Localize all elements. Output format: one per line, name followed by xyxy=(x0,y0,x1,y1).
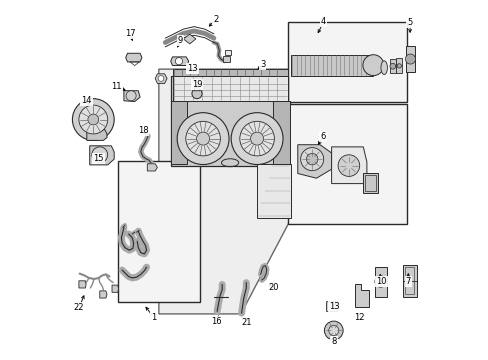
Polygon shape xyxy=(273,101,289,164)
Polygon shape xyxy=(170,57,188,66)
Text: 1: 1 xyxy=(151,313,156,322)
Text: 15: 15 xyxy=(93,154,104,163)
Bar xyxy=(288,22,407,102)
Polygon shape xyxy=(363,173,377,193)
Circle shape xyxy=(328,325,338,336)
Text: 3: 3 xyxy=(259,60,264,69)
Polygon shape xyxy=(170,76,287,166)
Polygon shape xyxy=(170,101,186,164)
Circle shape xyxy=(362,55,383,76)
Circle shape xyxy=(396,64,401,68)
Text: 12: 12 xyxy=(353,313,364,322)
Bar xyxy=(288,104,407,224)
Text: 10: 10 xyxy=(375,277,386,286)
Circle shape xyxy=(192,89,202,99)
Polygon shape xyxy=(79,281,86,288)
Polygon shape xyxy=(100,291,107,298)
Polygon shape xyxy=(112,285,118,292)
Text: 7: 7 xyxy=(405,277,410,286)
Polygon shape xyxy=(183,34,196,44)
Polygon shape xyxy=(326,302,338,311)
Polygon shape xyxy=(87,130,107,140)
Circle shape xyxy=(405,54,415,64)
Polygon shape xyxy=(402,265,416,297)
Circle shape xyxy=(177,113,228,165)
Circle shape xyxy=(72,99,114,140)
Text: 17: 17 xyxy=(124,29,135,38)
Polygon shape xyxy=(89,146,114,165)
Polygon shape xyxy=(374,267,386,297)
Polygon shape xyxy=(147,164,157,171)
Text: 6: 6 xyxy=(320,132,325,141)
Polygon shape xyxy=(194,88,200,91)
Circle shape xyxy=(88,114,99,125)
Text: 16: 16 xyxy=(211,317,221,325)
Polygon shape xyxy=(223,56,230,62)
Text: 18: 18 xyxy=(138,126,148,135)
Polygon shape xyxy=(355,284,368,307)
Polygon shape xyxy=(396,58,401,73)
Circle shape xyxy=(79,105,107,134)
Circle shape xyxy=(92,147,107,163)
Circle shape xyxy=(374,276,386,287)
Polygon shape xyxy=(172,69,287,76)
Circle shape xyxy=(300,148,323,171)
Text: 20: 20 xyxy=(268,283,279,292)
Circle shape xyxy=(158,76,163,81)
Polygon shape xyxy=(257,164,290,218)
Circle shape xyxy=(175,58,182,65)
Circle shape xyxy=(389,63,395,69)
Text: 5: 5 xyxy=(407,18,412,27)
Text: 4: 4 xyxy=(321,17,325,26)
Text: 11: 11 xyxy=(111,82,122,91)
Text: 13: 13 xyxy=(187,64,198,73)
Circle shape xyxy=(324,321,343,340)
Text: 22: 22 xyxy=(74,303,84,312)
Circle shape xyxy=(306,153,317,165)
Text: 21: 21 xyxy=(241,318,251,327)
Circle shape xyxy=(231,113,283,165)
Text: 19: 19 xyxy=(191,80,202,89)
Text: 13: 13 xyxy=(328,302,339,311)
Polygon shape xyxy=(159,69,290,314)
Polygon shape xyxy=(224,50,230,55)
Polygon shape xyxy=(155,74,167,84)
Bar xyxy=(118,161,200,302)
Circle shape xyxy=(185,121,220,156)
Circle shape xyxy=(126,91,136,101)
Circle shape xyxy=(239,121,274,156)
Polygon shape xyxy=(389,59,395,73)
Text: 2: 2 xyxy=(213,15,218,24)
Polygon shape xyxy=(125,53,142,62)
Polygon shape xyxy=(123,91,140,102)
Text: 14: 14 xyxy=(81,96,92,105)
Circle shape xyxy=(250,132,263,145)
Polygon shape xyxy=(291,55,373,76)
Circle shape xyxy=(196,132,209,145)
Polygon shape xyxy=(172,76,287,101)
Circle shape xyxy=(337,155,359,176)
Ellipse shape xyxy=(380,61,386,75)
Text: 9: 9 xyxy=(178,36,183,45)
Text: 8: 8 xyxy=(330,338,336,346)
Polygon shape xyxy=(297,145,331,178)
Polygon shape xyxy=(331,147,366,184)
Polygon shape xyxy=(405,46,415,72)
